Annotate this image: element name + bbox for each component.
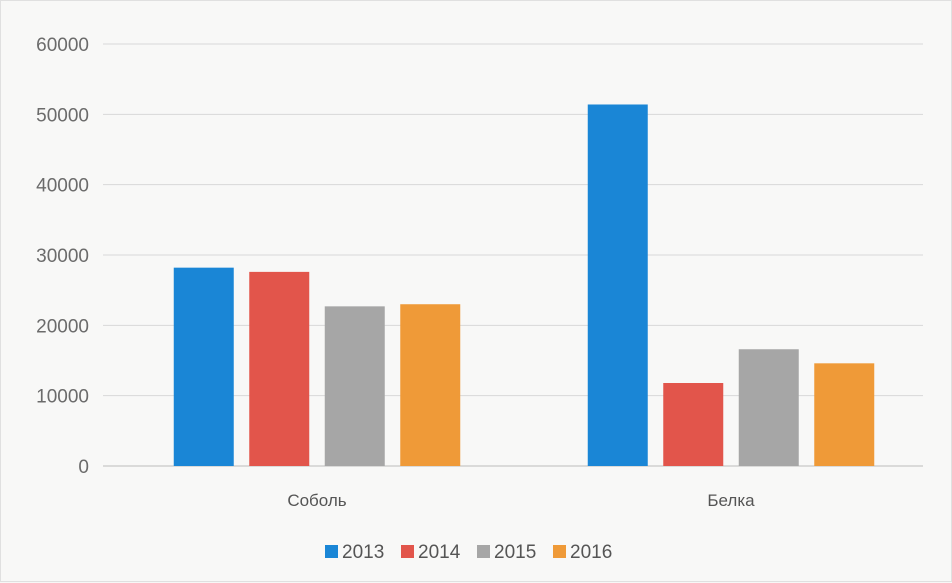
x-axis-categories: Соболь Белка: [287, 491, 755, 510]
legend-label-2016: 2016: [570, 542, 612, 563]
category-label: Белка: [707, 491, 755, 510]
legend-label-2014: 2014: [418, 542, 461, 563]
legend-swatch-2014: [401, 545, 414, 558]
bar-2016-sobol: [400, 304, 461, 466]
y-tick-label: 30000: [36, 246, 89, 267]
legend-swatch-2016: [553, 545, 566, 558]
bar-2013-belka: [587, 104, 648, 466]
category-label: Соболь: [287, 491, 346, 510]
legend-label-2015: 2015: [494, 542, 536, 563]
bar-2014-belka: [663, 383, 724, 466]
legend-swatch-2015: [477, 545, 490, 558]
bar-2016-belka: [814, 363, 875, 466]
bar-2015-belka: [738, 349, 799, 466]
bar-2014-sobol: [249, 271, 310, 466]
legend: 2013 2014 2015 2016: [325, 542, 612, 563]
bars: [173, 104, 875, 466]
y-tick-label: 0: [78, 457, 89, 478]
y-tick-label: 40000: [36, 176, 89, 197]
y-tick-label: 10000: [36, 387, 89, 408]
y-tick-label: 60000: [36, 35, 89, 56]
bar-2013-sobol: [173, 267, 234, 466]
legend-swatch-2013: [325, 545, 338, 558]
y-tick-label: 50000: [36, 105, 89, 126]
y-axis-ticks: 0 10000 20000 30000 40000 50000 60000: [36, 35, 89, 478]
legend-label-2013: 2013: [342, 542, 384, 563]
y-tick-label: 20000: [36, 316, 89, 337]
bar-2015-sobol: [324, 306, 385, 466]
